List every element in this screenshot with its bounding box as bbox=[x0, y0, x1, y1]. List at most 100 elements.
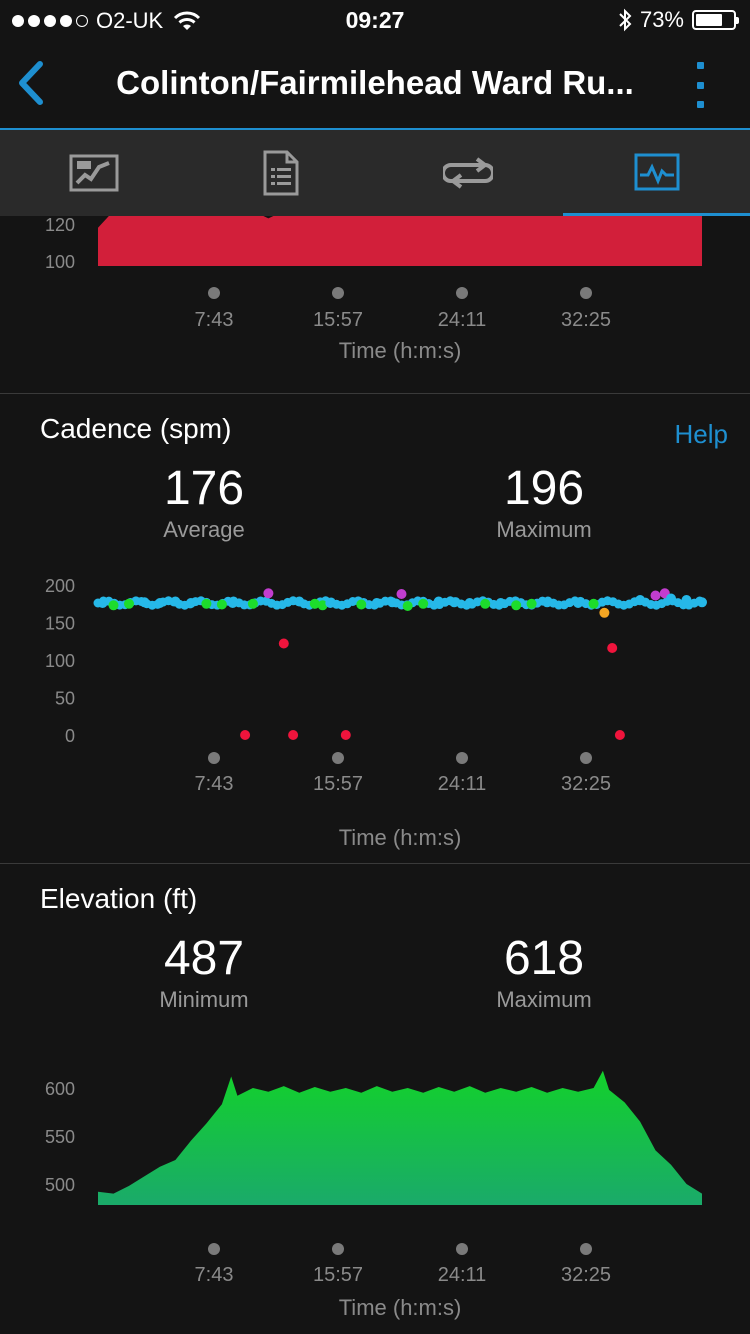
cadence-y-tick-label: 100 bbox=[45, 651, 75, 671]
cadence-point bbox=[247, 598, 258, 609]
cadence-point bbox=[396, 589, 407, 599]
elevation-area bbox=[98, 1070, 702, 1205]
cadence-title: Cadence (spm) bbox=[40, 413, 232, 444]
heart-rate-section: 120 100 7:43 15:57 24:11 32:25 Time (h:m:s) bbox=[0, 216, 750, 394]
cadence-point bbox=[309, 598, 320, 609]
cadence-point bbox=[495, 598, 506, 608]
cadence-point bbox=[480, 598, 491, 609]
tab-map[interactable] bbox=[0, 130, 187, 216]
status-time: 09:27 bbox=[345, 7, 405, 33]
activity-title: Colinton/Fairmilehead Ward Ru... bbox=[116, 64, 634, 101]
status-right: 73% bbox=[618, 7, 739, 33]
cadence-point bbox=[526, 598, 537, 609]
cadence-point bbox=[433, 596, 444, 607]
cadence-x-tick-dot bbox=[456, 752, 468, 764]
cadence-point bbox=[216, 599, 227, 610]
cadence-y-tick-label: 50 bbox=[55, 689, 75, 709]
loop-icon bbox=[442, 157, 493, 189]
elevation-maximum-value: 618 bbox=[503, 932, 585, 985]
carrier-label: O2-UK bbox=[96, 8, 164, 33]
bluetooth-icon bbox=[619, 8, 632, 32]
tab-details[interactable] bbox=[187, 130, 374, 216]
heart-rate-x-tick-label: 15:57 bbox=[313, 309, 363, 331]
tab-charts[interactable] bbox=[563, 130, 750, 216]
elevation-y-tick-label: 600 bbox=[45, 1079, 75, 1099]
back-button[interactable] bbox=[10, 58, 54, 108]
cadence-point bbox=[240, 730, 251, 740]
wifi-icon bbox=[174, 11, 201, 30]
heart-rate-x-tick-label: 24:11 bbox=[438, 309, 487, 331]
heart-rate-x-tick-label: 32:25 bbox=[561, 309, 611, 331]
cadence-point bbox=[666, 593, 676, 604]
tab-bar bbox=[0, 130, 750, 216]
cadence-maximum-label: Maximum bbox=[496, 517, 592, 542]
cadence-point bbox=[170, 596, 181, 607]
document-icon bbox=[263, 150, 298, 196]
elevation-x-tick-label: 7:43 bbox=[195, 1264, 234, 1286]
cadence-point bbox=[542, 597, 553, 608]
cadence-point bbox=[599, 607, 610, 618]
battery-percent: 73% bbox=[639, 7, 684, 32]
cadence-point bbox=[288, 730, 299, 740]
cadence-point bbox=[614, 730, 625, 740]
cadence-x-tick-dot bbox=[208, 752, 220, 764]
cadence-x-tick-label: 24:11 bbox=[438, 773, 487, 795]
elevation-x-tick-label: 32:25 bbox=[561, 1264, 611, 1286]
elevation-x-tick-dot bbox=[580, 1243, 592, 1255]
map-icon bbox=[69, 154, 118, 192]
elevation-x-tick-dot bbox=[208, 1243, 220, 1255]
signal-strength-icon bbox=[12, 15, 88, 27]
heart-rate-x-tick-dot bbox=[456, 287, 468, 299]
elevation-x-tick-label: 24:11 bbox=[438, 1264, 487, 1286]
cadence-point bbox=[201, 598, 212, 609]
heart-rate-area bbox=[98, 216, 702, 266]
heart-rate-y-tick-label: 100 bbox=[45, 252, 75, 272]
status-left: O2-UK bbox=[12, 8, 201, 34]
cadence-maximum-value: 196 bbox=[503, 462, 585, 515]
elevation-minimum-value: 487 bbox=[163, 932, 245, 985]
elevation-x-tick-dot bbox=[332, 1243, 344, 1255]
cadence-section: Cadence (spm) Help 176 Average 196 Maxim… bbox=[0, 393, 750, 864]
cadence-point bbox=[464, 598, 475, 608]
cadence-help-link[interactable]: Help bbox=[674, 419, 728, 449]
cadence-y-tick-label: 0 bbox=[65, 726, 75, 746]
heart-rate-y-tick-label: 120 bbox=[45, 216, 75, 235]
battery-icon bbox=[692, 10, 739, 30]
elevation-x-tick-label: 15:57 bbox=[313, 1264, 363, 1286]
cadence-point bbox=[418, 598, 429, 609]
cadence-point bbox=[402, 601, 413, 611]
tab-laps[interactable] bbox=[374, 130, 561, 216]
elevation-y-tick-label: 550 bbox=[45, 1127, 75, 1147]
chart-icon bbox=[634, 153, 679, 190]
cadence-point bbox=[356, 599, 367, 610]
status-bar: O2-UK 09:27 73% bbox=[0, 0, 750, 40]
elevation-minimum-stat: 487 Minimum bbox=[84, 935, 324, 1013]
cadence-point bbox=[278, 638, 289, 649]
cadence-point bbox=[340, 730, 351, 740]
cadence-x-tick-label: 32:25 bbox=[561, 773, 611, 795]
more-options-button[interactable] bbox=[690, 62, 710, 108]
elevation-maximum-label: Maximum bbox=[496, 987, 592, 1012]
cadence-point bbox=[588, 598, 599, 609]
elevation-x-tick-dot bbox=[456, 1243, 468, 1255]
heart-rate-x-tick-dot bbox=[332, 287, 344, 299]
heart-rate-x-tick-label: 7:43 bbox=[195, 309, 234, 331]
elevation-minimum-label: Minimum bbox=[159, 987, 249, 1012]
cadence-x-tick-label: 15:57 bbox=[313, 773, 363, 795]
cadence-point bbox=[185, 598, 196, 608]
charts-scroll-content[interactable]: 120 100 7:43 15:57 24:11 32:25 Time (h:m:s) … bbox=[0, 216, 750, 1334]
heart-rate-x-tick-dot bbox=[580, 287, 592, 299]
cadence-point bbox=[263, 588, 274, 599]
elevation-title: Elevation (ft) bbox=[40, 883, 198, 914]
heart-rate-x-axis-label: Time (h:m:s) bbox=[339, 338, 462, 363]
navigation-bar: Colinton/Fairmilehead Ward Ru... bbox=[0, 40, 750, 130]
cadence-point bbox=[325, 598, 336, 608]
heart-rate-x-tick-dot bbox=[208, 287, 220, 299]
elevation-section: Elevation (ft) 487 Minimum 618 Maximum 6… bbox=[0, 863, 750, 1334]
cadence-average-value: 176 bbox=[163, 462, 245, 515]
cadence-point bbox=[650, 590, 661, 601]
cadence-point bbox=[635, 595, 646, 605]
cadence-chart: 200 150 100 50 0 7:43 15:57 24:11 32:25 Time (h… bbox=[45, 576, 707, 850]
cadence-point bbox=[227, 598, 238, 608]
elevation-chart: 600 550 500 7:43 15:57 24:11 32:25 Time (h:m:… bbox=[45, 1070, 702, 1320]
